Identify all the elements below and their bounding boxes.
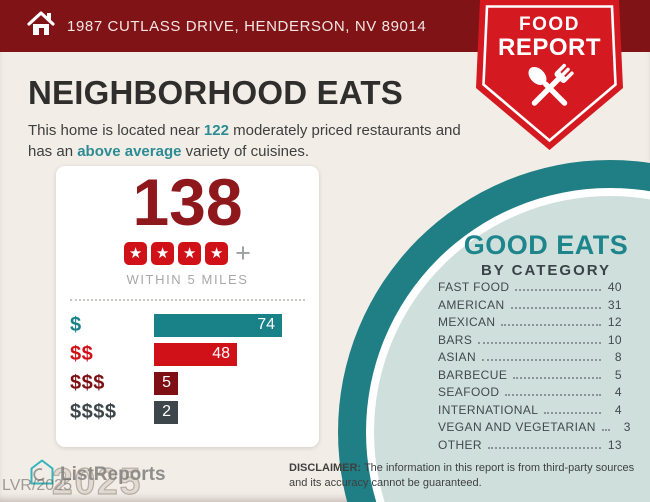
category-label: OTHER [438,437,482,452]
badge-title-line2: REPORT [497,33,601,61]
category-list: FAST FOOD 40 AMERICAN 31 MEXICAN 12 BARS 10 ASIA… [438,280,630,456]
category-label: INTERNATIONAL [438,402,539,417]
category-row: ASIAN 8 [438,350,622,368]
dotted-leader [544,411,601,414]
restaurant-count: 122 [203,122,229,139]
bar-value: 48 [212,345,230,363]
category-row: BARS 10 [438,333,622,351]
food-report-badge: FOOD REPORT [476,0,623,152]
category-row: VEGAN AND VEGETARIAN 3 [438,420,630,438]
badge-shield-shape [476,0,623,150]
dotted-leader [513,376,601,379]
total-restaurants: 138 [132,165,243,239]
category-label: BARBECUE [438,367,508,382]
bar-row: $$ 48 [70,342,319,366]
dotted-divider [70,298,305,301]
watermark-large: 2025 [51,460,143,502]
intro-text: This home is located near 122 moderately… [28,122,461,160]
bar-value: 2 [162,403,171,421]
category-row: SEAFOOD 4 [438,385,622,403]
good-eats-title: GOOD EATS [463,230,629,260]
category-value: 13 [607,437,622,452]
price-tier-label: $$ [70,342,94,365]
good-eats-subtitle: BY CATEGORY [480,262,612,279]
category-label: MEXICAN [438,315,496,329]
watermark-small: LVR/2025 [2,477,72,494]
category-label: AMERICAN [438,297,505,312]
dotted-leader [501,324,601,326]
category-label: BARS [438,332,473,347]
price-tier-label: $$$ [70,371,105,394]
property-address: 1987 CUTLASS DRIVE, HENDERSON, NV 89014 [67,17,427,35]
category-value: 4 [614,385,622,399]
good-eats-heading: GOOD EATS BY CATEGORY [440,230,650,280]
category-row: BARBECUE 5 [438,368,622,386]
bar-value: 74 [257,316,275,334]
category-value: 12 [607,315,622,329]
radius-caption: WITHIN 5 MILES [126,271,249,287]
summary-card: 138 ★ ★ ★ ★ + WITHIN 5 MILES $74 $$ 48 $$$ 5 $$$$… [56,166,319,447]
bar: 2 [154,400,178,424]
plus-suffix: + [235,237,251,268]
variety-rating: above average [77,142,182,160]
category-row: MEXICAN 12 [438,315,622,333]
brand-name: ListReports [60,463,166,485]
dotted-leader [515,289,601,291]
home-icon [27,10,55,42]
category-row: INTERNATIONAL 4 [438,403,622,421]
category-row: OTHER 13 [438,438,622,456]
category-value: 8 [614,350,622,364]
category-label: ASIAN [438,350,477,364]
category-label: VEGAN AND VEGETARIAN [438,420,596,434]
bar-value: 5 [162,374,171,392]
disclaimer-label: DISCLAIMER: [289,462,362,474]
dotted-leader [478,341,601,344]
listreports-brand: ListReports [30,459,166,490]
category-row: FAST FOOD 40 [438,280,622,298]
star-icon: ★ [178,241,202,265]
price-tier-label: $ [70,313,82,336]
dotted-leader [505,394,601,396]
bar-row: $$$ 5 [70,371,319,395]
house-logo-icon [30,459,54,490]
bar: 74 [154,313,282,337]
bar: 48 [154,342,237,366]
disclaimer: DISCLAIMER: The information in this repo… [289,462,635,489]
category-value: 3 [623,420,631,434]
dotted-leader [510,306,601,309]
dotted-leader [482,359,601,361]
bar-row: $$$$ 2 [70,400,319,424]
star-icon: ★ [205,241,229,265]
page-title: NEIGHBORHOOD EATS [28,74,403,111]
star-rating: ★ ★ ★ ★ + [56,237,319,268]
category-row: AMERICAN 31 [438,298,622,316]
category-value: 10 [607,332,622,347]
star-icon: ★ [124,241,148,265]
category-value: 4 [614,402,622,417]
category-value: 5 [614,367,622,382]
category-label: SEAFOOD [438,385,500,399]
badge-title-line1: FOOD [519,14,580,35]
category-label: FAST FOOD [438,280,510,294]
star-icon: ★ [151,241,175,265]
intro-section: NEIGHBORHOOD EATS This home is located n… [28,74,468,162]
price-bar-chart: $74 $$ 48 $$$ 5 $$$$ 2 [56,313,319,424]
spoon-and-fork-icon [528,63,574,106]
dotted-leader [601,429,610,431]
price-tier-label: $$$$ [70,400,117,423]
category-value: 31 [607,297,622,312]
bar-row: $74 [70,313,319,337]
bar: 5 [154,371,178,395]
dotted-leader [488,446,601,449]
category-value: 40 [607,280,622,294]
